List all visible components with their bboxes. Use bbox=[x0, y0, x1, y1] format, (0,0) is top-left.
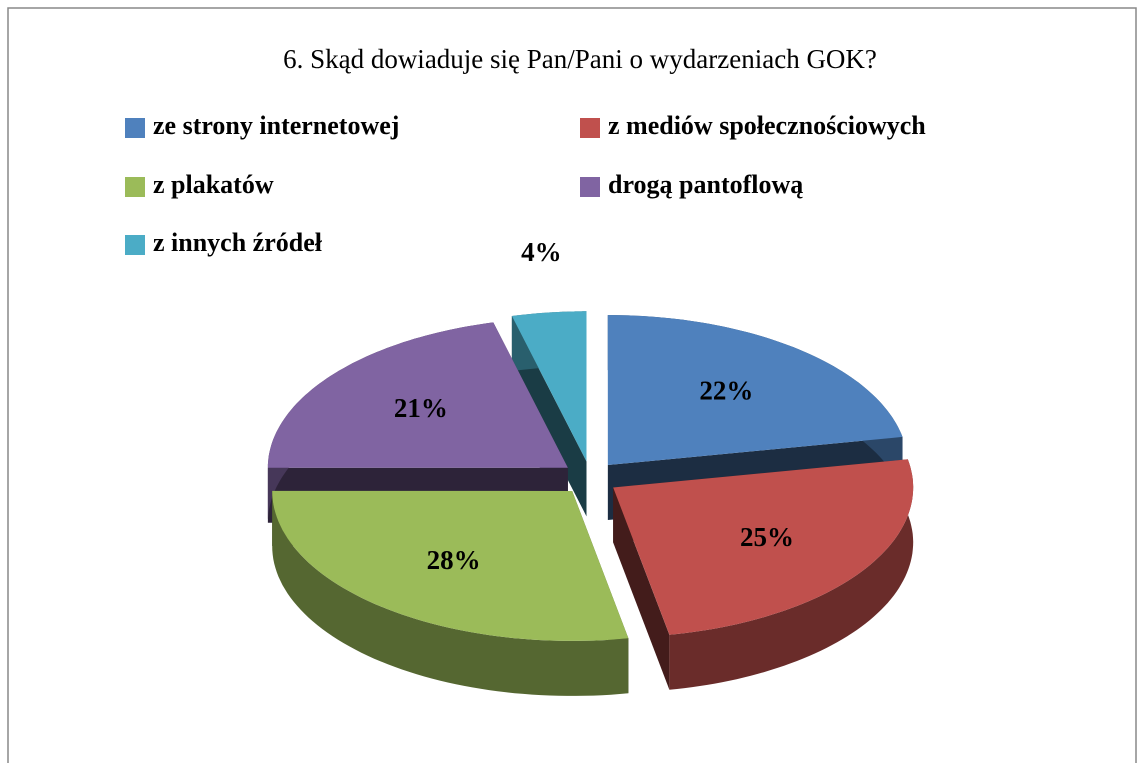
legend-swatch bbox=[580, 118, 600, 138]
slice-wall bbox=[669, 459, 914, 690]
slice-top bbox=[267, 322, 568, 468]
slice bbox=[511, 311, 587, 517]
chart-title: 6. Skąd dowiaduje się Pan/Pani o wydarze… bbox=[283, 44, 877, 74]
slice-top bbox=[272, 490, 629, 641]
slice bbox=[272, 490, 629, 696]
slice-top bbox=[607, 315, 903, 466]
slice bbox=[613, 459, 914, 690]
legend-swatch bbox=[580, 177, 600, 197]
legend-label: drogą pantoflową bbox=[608, 170, 803, 199]
legend-label: z innych źródeł bbox=[153, 228, 323, 257]
legend-swatch bbox=[125, 235, 145, 255]
legend-label: ze strony internetowej bbox=[153, 111, 399, 140]
data-label: 25% bbox=[740, 522, 794, 552]
data-label: 21% bbox=[394, 393, 448, 423]
data-label: 28% bbox=[427, 545, 481, 575]
slice-top bbox=[613, 459, 914, 635]
legend-label: z plakatów bbox=[153, 170, 274, 199]
legend-label: z mediów społecznościowych bbox=[608, 111, 926, 140]
slice-wall bbox=[272, 490, 629, 696]
data-label: 22% bbox=[699, 376, 753, 406]
slice-top bbox=[511, 311, 587, 462]
legend-swatch bbox=[125, 118, 145, 138]
legend-swatch bbox=[125, 177, 145, 197]
slice-side bbox=[613, 487, 670, 690]
data-label: 4% bbox=[521, 237, 562, 267]
